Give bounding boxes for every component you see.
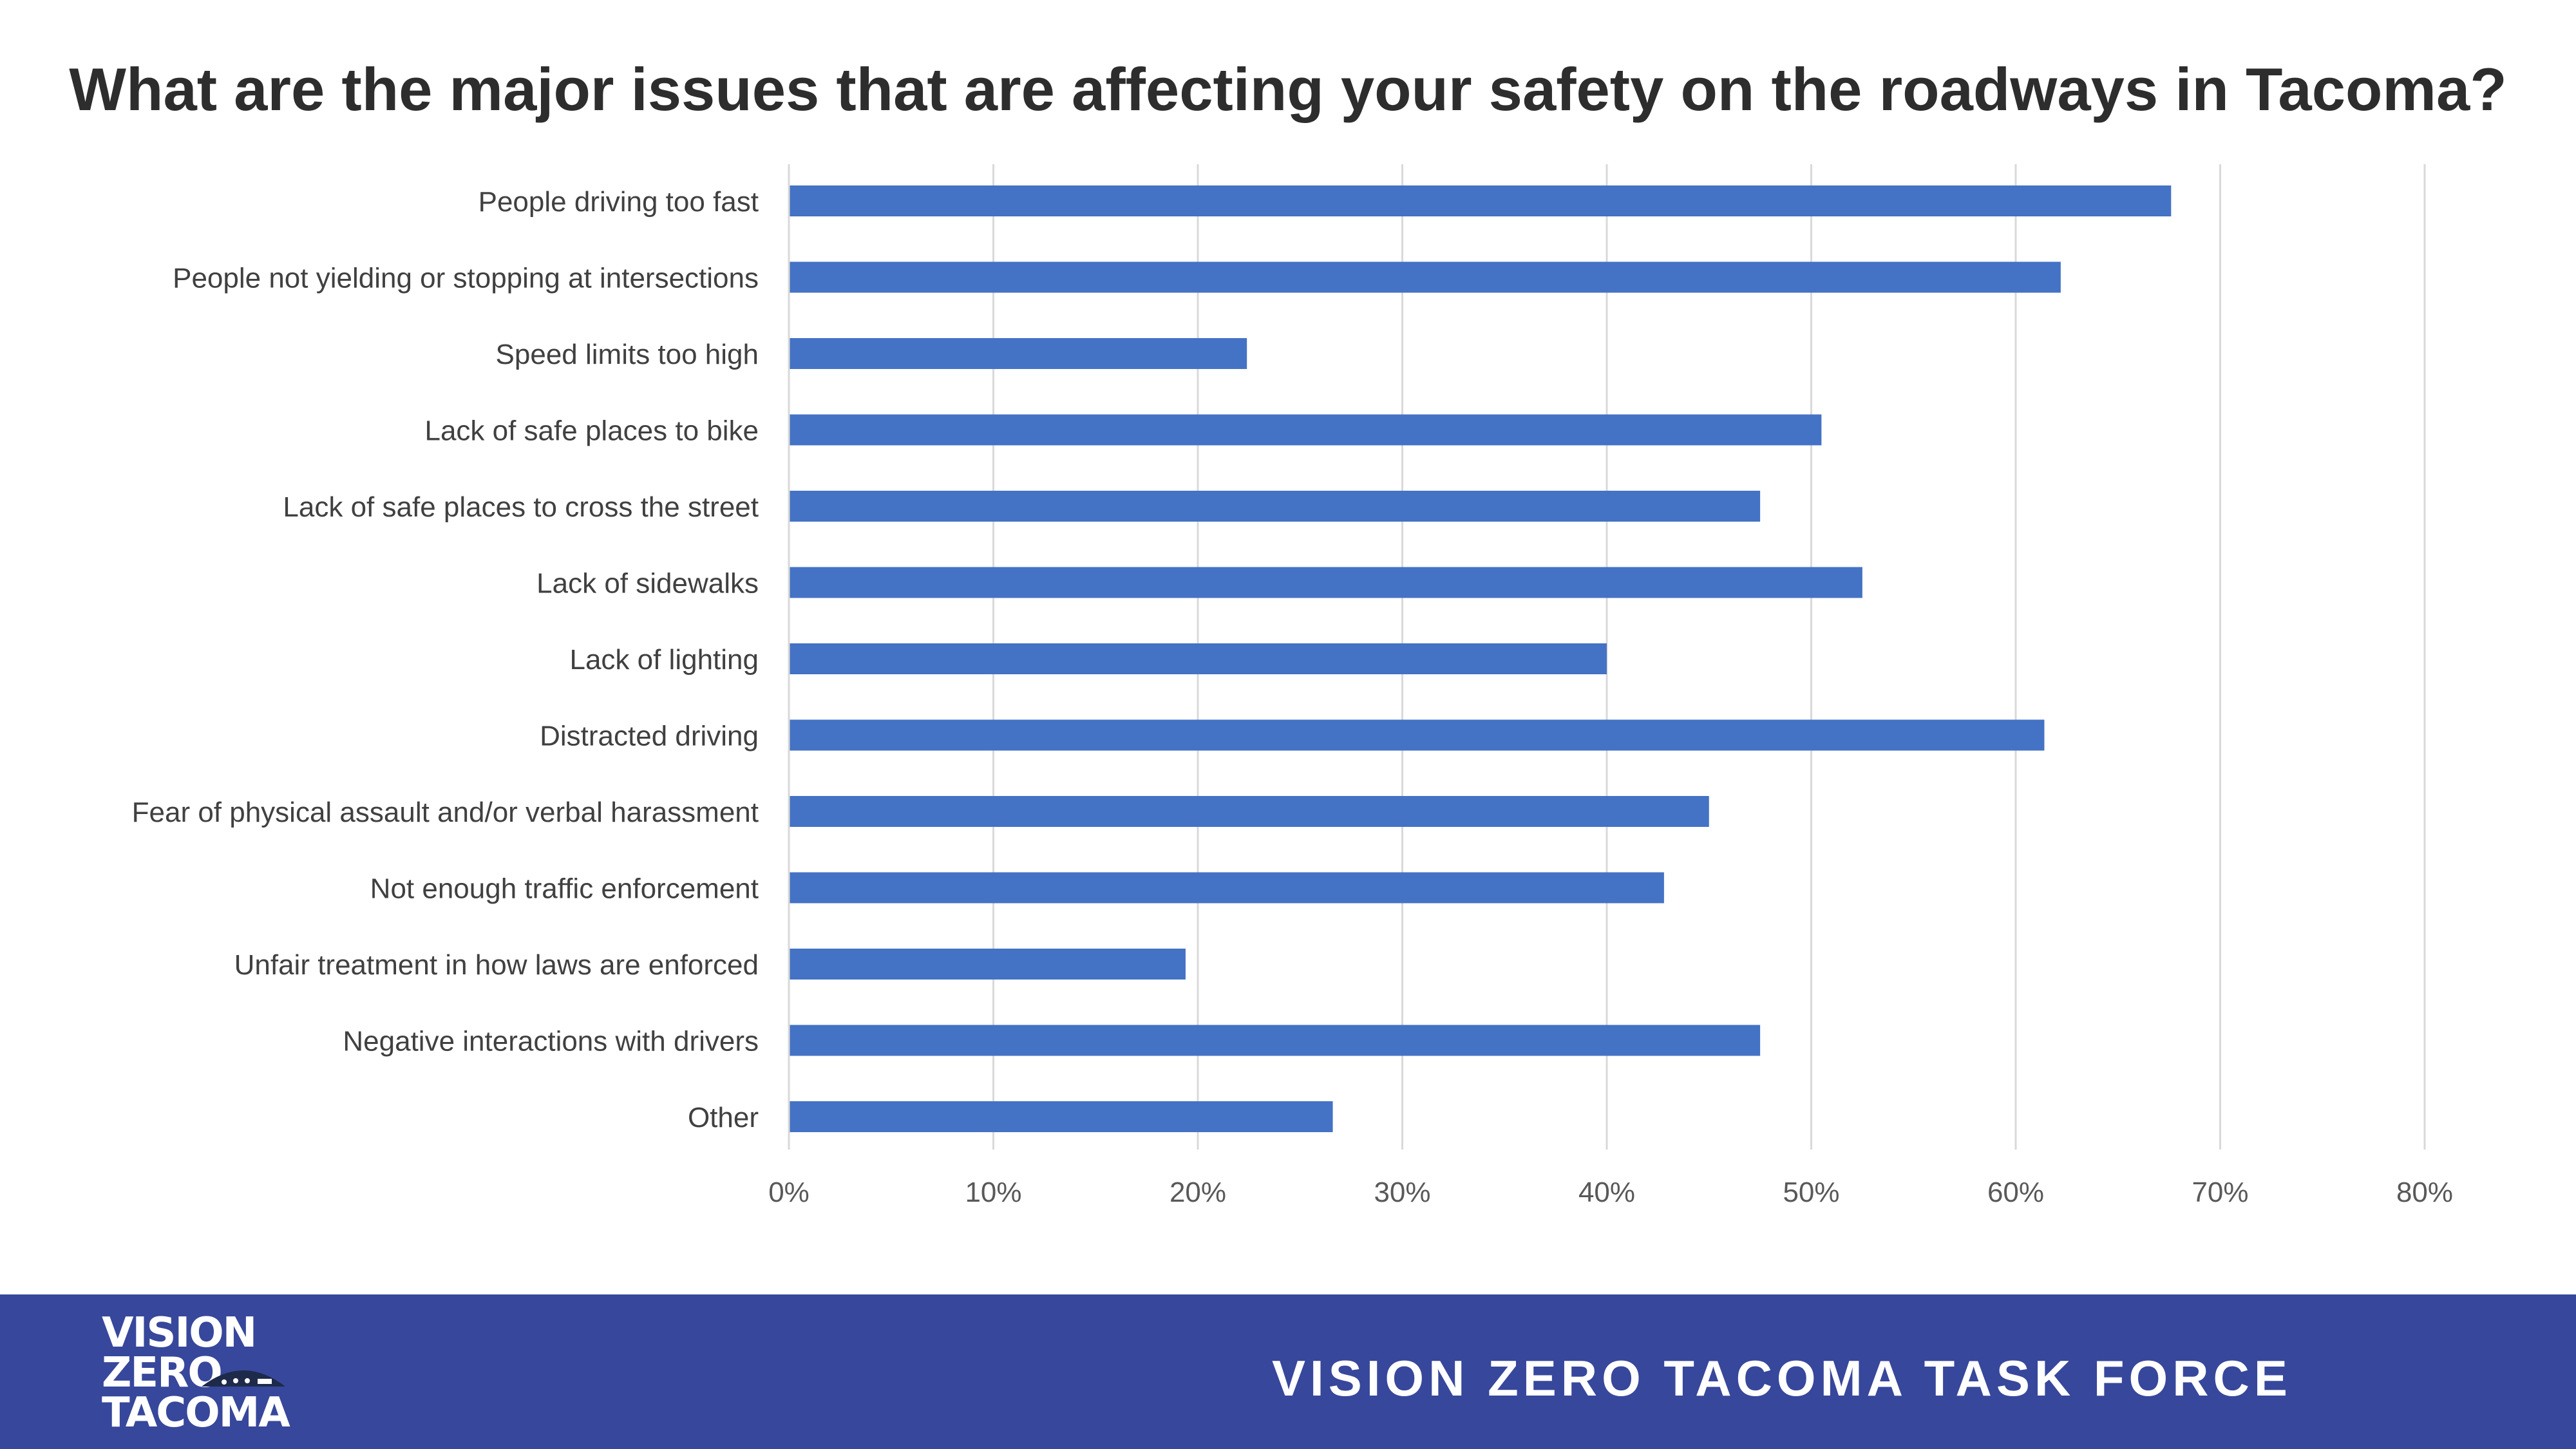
category-label: People not yielding or stopping at inter… — [173, 263, 759, 294]
x-tick-label: 30% — [1374, 1177, 1430, 1208]
bar — [789, 796, 1709, 827]
category-label: Lack of lighting — [569, 644, 759, 676]
logo-graphic-icon — [202, 1370, 285, 1387]
category-label: Negative interactions with drivers — [343, 1026, 759, 1057]
logo-line-1: VISION — [102, 1309, 257, 1357]
category-label: Other — [688, 1102, 759, 1133]
category-label: Lack of sidewalks — [536, 568, 759, 600]
bar — [789, 872, 1664, 904]
bar — [789, 643, 1607, 674]
x-tick-label: 0% — [768, 1177, 810, 1208]
x-tick-label: 40% — [1578, 1177, 1635, 1208]
bar-chart: 0% 10% 20% 30% 40% 50% 60% 70% 80% People driving… — [132, 164, 2453, 1208]
category-label: Unfair treatment in how laws are enforce… — [234, 949, 759, 981]
x-tick-label: 50% — [1783, 1177, 1839, 1208]
bar — [789, 261, 2061, 293]
category-label: Lack of safe places to cross the street — [283, 491, 759, 523]
vision-zero-logo: VISION ZERO TACOMA — [102, 1312, 321, 1441]
x-tick-label: 60% — [1987, 1177, 2044, 1208]
footer-banner: VISION ZERO TACOMA VISION ZERO TACOMA TA… — [0, 1294, 2576, 1449]
footer-title: VISION ZERO TACOMA TASK FORCE — [1272, 1350, 2292, 1406]
x-tick-label: 20% — [1170, 1177, 1226, 1208]
category-label: People driving too fast — [478, 186, 759, 218]
bar — [789, 491, 1761, 522]
logo-line-2: ZERO — [102, 1349, 223, 1397]
bar — [789, 949, 1186, 980]
bar — [789, 567, 1862, 598]
logo-line-3: TACOMA — [102, 1389, 290, 1437]
x-tick-label: 70% — [2192, 1177, 2248, 1208]
x-tick-label: 80% — [2396, 1177, 2453, 1208]
bar — [789, 1101, 1333, 1132]
bar — [789, 414, 1822, 446]
category-label: Speed limits too high — [496, 339, 759, 370]
bar — [789, 1025, 1761, 1056]
category-label: Fear of physical assault and/or verbal h… — [132, 797, 759, 828]
category-label: Not enough traffic enforcement — [370, 873, 759, 905]
x-tick-label: 10% — [965, 1177, 1021, 1208]
bar — [789, 185, 2172, 216]
category-label: Distracted driving — [540, 721, 759, 752]
chart-title: What are the major issues that are affec… — [69, 55, 2507, 123]
bar — [789, 338, 1247, 369]
category-label: Lack of safe places to bike — [424, 415, 759, 447]
bar — [789, 719, 2045, 751]
